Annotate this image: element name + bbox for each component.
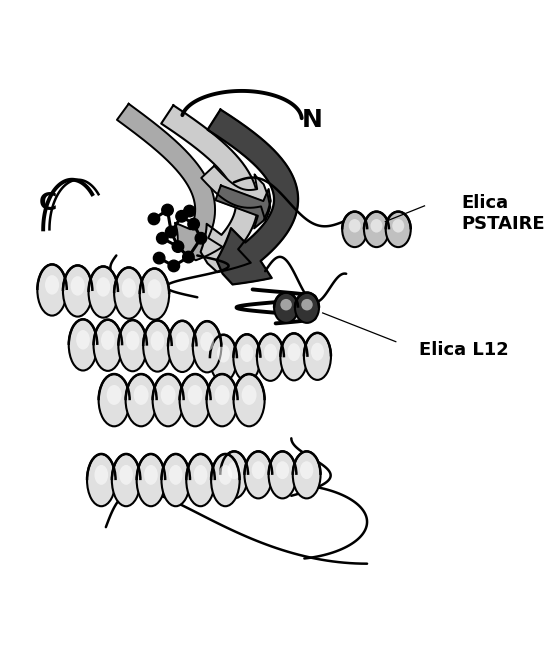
Ellipse shape <box>169 465 183 485</box>
Ellipse shape <box>304 333 331 380</box>
Ellipse shape <box>148 279 162 299</box>
Ellipse shape <box>134 385 149 405</box>
Circle shape <box>153 252 165 264</box>
Ellipse shape <box>193 321 221 372</box>
Ellipse shape <box>220 451 248 498</box>
Ellipse shape <box>301 299 312 310</box>
Ellipse shape <box>214 385 229 405</box>
Text: N: N <box>302 108 323 132</box>
Ellipse shape <box>280 299 292 310</box>
Ellipse shape <box>69 319 97 370</box>
Ellipse shape <box>161 385 175 405</box>
Ellipse shape <box>385 212 411 247</box>
Ellipse shape <box>233 374 265 426</box>
Ellipse shape <box>252 461 265 479</box>
Ellipse shape <box>144 465 158 485</box>
Circle shape <box>157 233 168 244</box>
Ellipse shape <box>126 331 139 350</box>
Ellipse shape <box>287 343 300 361</box>
Ellipse shape <box>186 454 215 506</box>
Ellipse shape <box>101 331 115 350</box>
Text: Elica
PSTAIRE: Elica PSTAIRE <box>461 194 545 233</box>
Ellipse shape <box>276 461 289 479</box>
Ellipse shape <box>63 265 92 317</box>
Ellipse shape <box>211 454 240 506</box>
Circle shape <box>162 204 173 216</box>
Ellipse shape <box>228 461 241 479</box>
Ellipse shape <box>99 374 130 426</box>
Ellipse shape <box>119 320 147 371</box>
Ellipse shape <box>233 334 261 381</box>
Ellipse shape <box>45 275 59 295</box>
Ellipse shape <box>268 451 296 498</box>
Ellipse shape <box>119 465 133 485</box>
Ellipse shape <box>311 343 324 361</box>
Ellipse shape <box>107 385 121 405</box>
Circle shape <box>172 241 184 252</box>
Circle shape <box>168 260 179 272</box>
Circle shape <box>148 213 160 225</box>
Ellipse shape <box>217 345 230 363</box>
Circle shape <box>183 251 194 263</box>
Ellipse shape <box>207 374 238 426</box>
Ellipse shape <box>150 331 164 351</box>
Ellipse shape <box>245 451 272 498</box>
Ellipse shape <box>194 465 207 485</box>
Ellipse shape <box>37 265 67 316</box>
Ellipse shape <box>342 212 367 247</box>
Ellipse shape <box>71 276 85 295</box>
Ellipse shape <box>274 293 298 323</box>
Ellipse shape <box>218 465 232 485</box>
Ellipse shape <box>122 278 136 298</box>
Ellipse shape <box>143 320 172 372</box>
Ellipse shape <box>242 385 257 405</box>
Ellipse shape <box>162 454 190 506</box>
Circle shape <box>195 233 207 244</box>
Ellipse shape <box>114 267 144 319</box>
Polygon shape <box>216 185 271 228</box>
Polygon shape <box>208 110 298 284</box>
Ellipse shape <box>257 334 284 381</box>
Polygon shape <box>117 104 222 260</box>
Circle shape <box>176 211 187 222</box>
Polygon shape <box>161 105 258 272</box>
Ellipse shape <box>264 344 277 362</box>
Polygon shape <box>201 166 270 221</box>
Circle shape <box>165 226 177 238</box>
Ellipse shape <box>153 374 184 426</box>
Ellipse shape <box>126 374 157 426</box>
Ellipse shape <box>87 454 115 506</box>
Ellipse shape <box>349 219 361 233</box>
Ellipse shape <box>76 330 90 349</box>
Ellipse shape <box>136 454 165 506</box>
Ellipse shape <box>293 451 321 498</box>
Ellipse shape <box>112 454 140 506</box>
Circle shape <box>188 218 199 230</box>
Ellipse shape <box>295 293 319 323</box>
Ellipse shape <box>364 212 389 247</box>
Ellipse shape <box>175 332 189 351</box>
Ellipse shape <box>179 374 211 426</box>
Ellipse shape <box>392 219 404 233</box>
Ellipse shape <box>241 344 253 362</box>
Ellipse shape <box>188 385 203 405</box>
Ellipse shape <box>210 334 237 382</box>
Text: C: C <box>39 191 57 215</box>
Ellipse shape <box>168 321 197 372</box>
Ellipse shape <box>96 277 110 297</box>
Ellipse shape <box>95 465 108 485</box>
Ellipse shape <box>300 461 313 479</box>
Ellipse shape <box>94 319 122 371</box>
Ellipse shape <box>201 332 214 351</box>
Circle shape <box>184 205 195 217</box>
Ellipse shape <box>280 333 307 380</box>
Ellipse shape <box>140 269 169 319</box>
Ellipse shape <box>370 219 383 233</box>
Text: Elica L12: Elica L12 <box>419 340 509 359</box>
Ellipse shape <box>89 267 118 318</box>
